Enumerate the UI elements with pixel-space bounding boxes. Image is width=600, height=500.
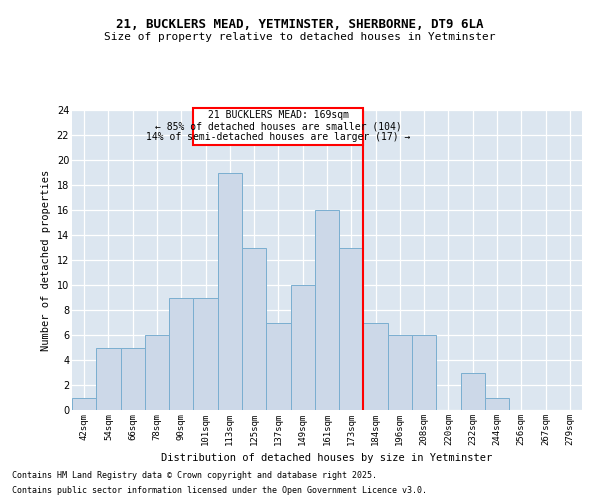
Bar (315, 210, 339, 410)
Bar (266, 322, 290, 410)
Text: Contains public sector information licensed under the Open Government Licence v3: Contains public sector information licen… (12, 486, 427, 495)
Bar (145, 335, 169, 410)
Bar (364, 322, 388, 410)
Bar (412, 335, 436, 410)
Bar (242, 248, 266, 410)
Bar (388, 335, 412, 410)
Bar (193, 298, 218, 410)
Bar (485, 398, 509, 410)
Text: 14% of semi-detached houses are larger (17) →: 14% of semi-detached houses are larger (… (146, 132, 410, 142)
Bar (218, 172, 242, 410)
FancyBboxPatch shape (193, 108, 364, 145)
Text: 21, BUCKLERS MEAD, YETMINSTER, SHERBORNE, DT9 6LA: 21, BUCKLERS MEAD, YETMINSTER, SHERBORNE… (116, 18, 484, 30)
X-axis label: Distribution of detached houses by size in Yetminster: Distribution of detached houses by size … (161, 454, 493, 464)
Bar (290, 285, 315, 410)
Bar (72, 398, 96, 410)
Bar (121, 348, 145, 410)
Bar (96, 348, 121, 410)
Y-axis label: Number of detached properties: Number of detached properties (41, 170, 51, 350)
Text: Contains HM Land Registry data © Crown copyright and database right 2025.: Contains HM Land Registry data © Crown c… (12, 471, 377, 480)
Text: ← 85% of detached houses are smaller (104): ← 85% of detached houses are smaller (10… (155, 121, 402, 131)
Text: Size of property relative to detached houses in Yetminster: Size of property relative to detached ho… (104, 32, 496, 42)
Bar (169, 298, 193, 410)
Bar (339, 248, 364, 410)
Text: 21 BUCKLERS MEAD: 169sqm: 21 BUCKLERS MEAD: 169sqm (208, 110, 349, 120)
Bar (461, 372, 485, 410)
